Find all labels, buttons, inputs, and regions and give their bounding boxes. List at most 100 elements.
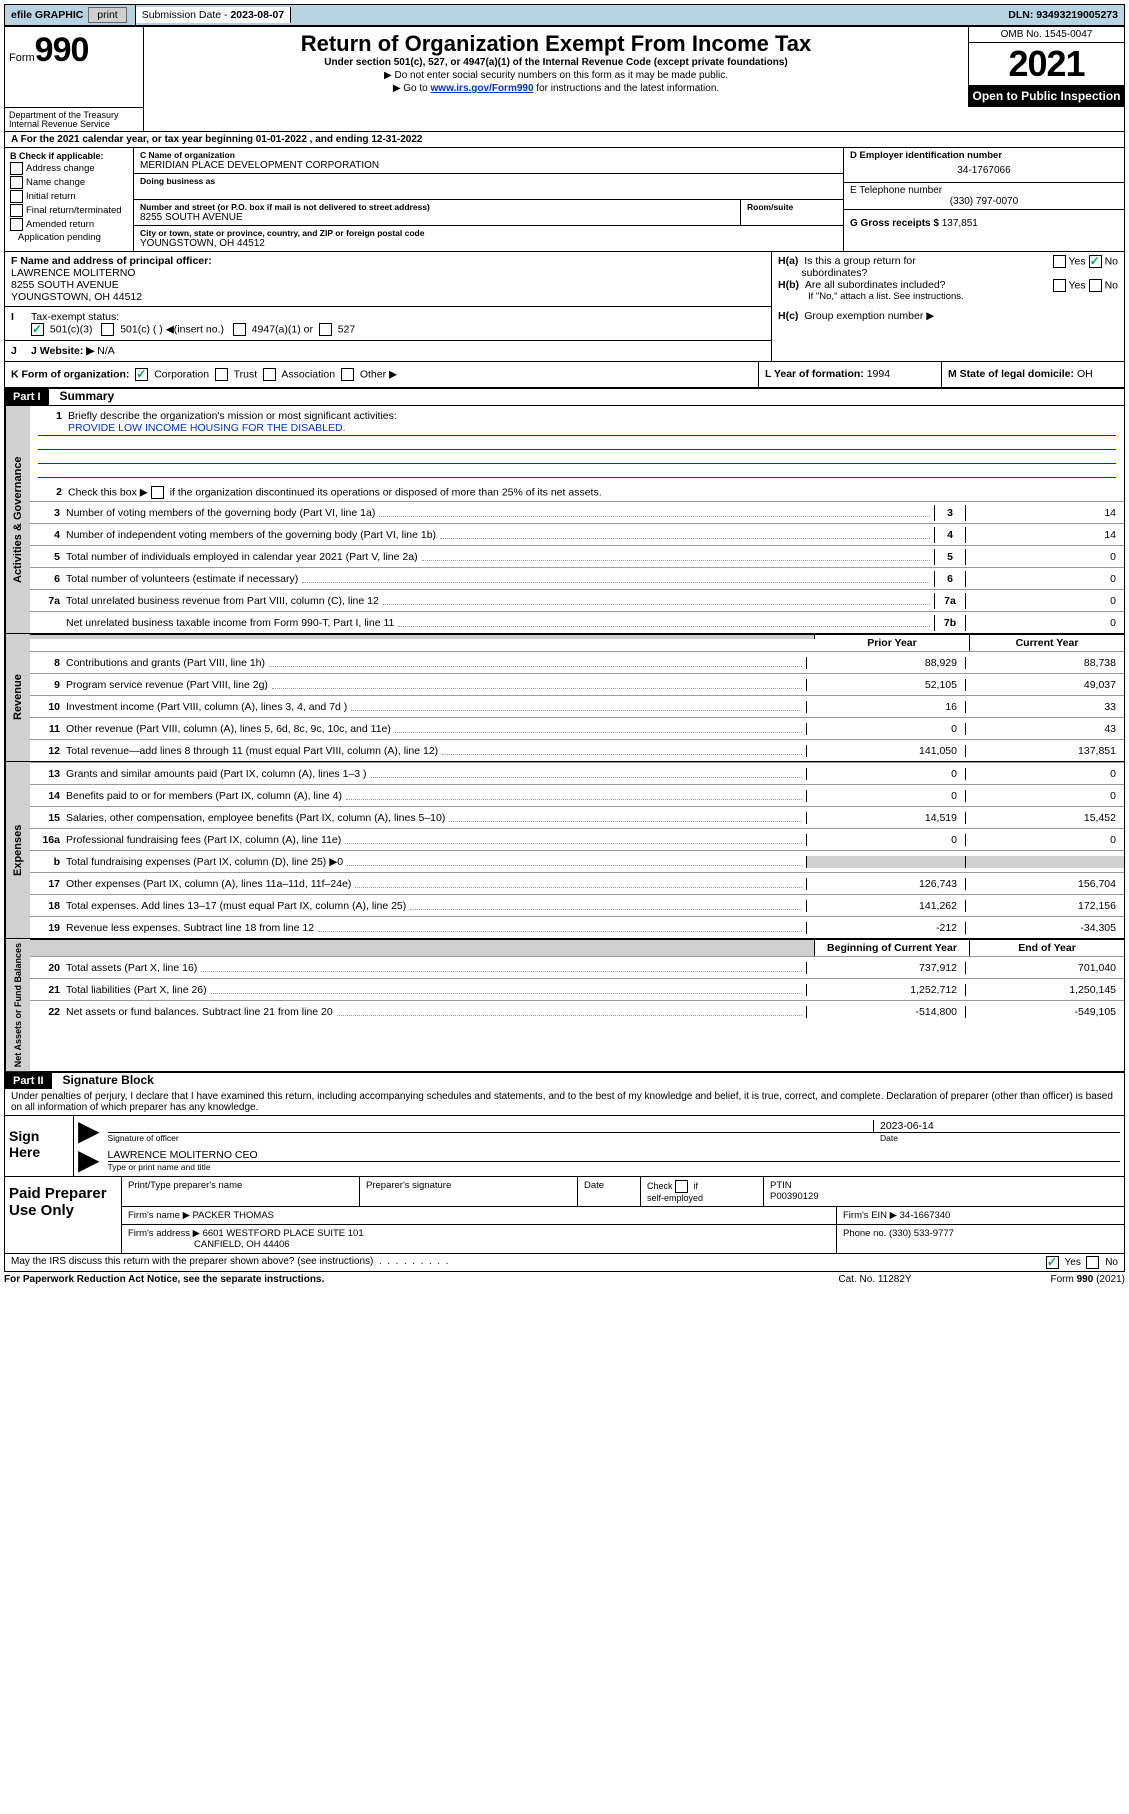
year-formation: L Year of formation: 1994 bbox=[759, 362, 942, 387]
paid-preparer-label: Paid Preparer Use Only bbox=[5, 1177, 121, 1253]
summary-row: 5Total number of individuals employed in… bbox=[30, 545, 1124, 567]
summary-row: 16aProfessional fundraising fees (Part I… bbox=[30, 828, 1124, 850]
dba-label: Doing business as bbox=[140, 176, 837, 186]
form-of-organization: K Form of organization: Corporation Trus… bbox=[5, 362, 759, 387]
firm-address: Firm's address ▶ 6601 WESTFORD PLACE SUI… bbox=[122, 1225, 837, 1253]
perjury-declaration: Under penalties of perjury, I declare th… bbox=[5, 1089, 1124, 1115]
h-b-subordinates: H(b) Are all subordinates included? Yes … bbox=[778, 279, 1118, 291]
sig-date-label: Date bbox=[874, 1133, 1120, 1143]
ein: 34-1767066 bbox=[850, 161, 1118, 180]
tax-year: 2021 bbox=[969, 43, 1124, 85]
discuss-with-preparer: May the IRS discuss this return with the… bbox=[11, 1256, 1046, 1269]
form-header: Form990 Return of Organization Exempt Fr… bbox=[5, 27, 1124, 107]
preparer-sig-label: Preparer's signature bbox=[360, 1177, 578, 1206]
submission-date: Submission Date - 2023-08-07 bbox=[136, 7, 291, 23]
column-b-checkboxes: B Check if applicable: Address change Na… bbox=[5, 148, 133, 251]
tab-net-assets: Net Assets or Fund Balances bbox=[5, 939, 30, 1071]
summary-row: 12Total revenue—add lines 8 through 11 (… bbox=[30, 739, 1124, 761]
firm-phone: Phone no. (330) 533-9777 bbox=[837, 1225, 1124, 1253]
summary-row: 11Other revenue (Part VIII, column (A), … bbox=[30, 717, 1124, 739]
summary-row: 6Total number of volunteers (estimate if… bbox=[30, 567, 1124, 589]
form-label: Form bbox=[9, 52, 35, 64]
street-label: Number and street (or P.O. box if mail i… bbox=[140, 202, 734, 212]
street-address: 8255 SOUTH AVENUE bbox=[140, 212, 734, 223]
city-state-zip: YOUNGSTOWN, OH 44512 bbox=[140, 238, 837, 249]
summary-row: 3Number of voting members of the governi… bbox=[30, 501, 1124, 523]
form-subtitle: Under section 501(c), 527, or 4947(a)(1)… bbox=[152, 57, 960, 68]
summary-row: 7aTotal unrelated business revenue from … bbox=[30, 589, 1124, 611]
part-i-header: Part I bbox=[5, 389, 49, 405]
section-a-tax-year: A For the 2021 calendar year, or tax yea… bbox=[5, 131, 1124, 147]
phone: (330) 797-0070 bbox=[850, 196, 1118, 207]
summary-row: 13Grants and similar amounts paid (Part … bbox=[30, 762, 1124, 784]
tax-exempt-status: Tax-exempt status: 501(c)(3) 501(c) ( ) … bbox=[31, 311, 355, 336]
sig-officer-label: Signature of officer bbox=[108, 1133, 874, 1143]
ein-label: D Employer identification number bbox=[850, 150, 1118, 161]
room-label: Room/suite bbox=[747, 202, 837, 212]
preparer-date-label: Date bbox=[578, 1177, 641, 1206]
summary-row: 9Program service revenue (Part VIII, lin… bbox=[30, 673, 1124, 695]
summary-row: bTotal fundraising expenses (Part IX, co… bbox=[30, 850, 1124, 872]
form-footer: Form 990 (2021) bbox=[975, 1274, 1125, 1285]
summary-row: 17Other expenses (Part IX, column (A), l… bbox=[30, 872, 1124, 894]
state-domicile: M State of legal domicile: OH bbox=[942, 362, 1124, 387]
summary-row: Net unrelated business taxable income fr… bbox=[30, 611, 1124, 633]
sign-here-label: Sign Here bbox=[5, 1116, 74, 1176]
officer-label: F Name and address of principal officer: bbox=[11, 255, 212, 267]
org-name-label: C Name of organization bbox=[140, 150, 837, 160]
officer-printed-name: LAWRENCE MOLITERNO CEO bbox=[108, 1149, 1120, 1162]
summary-row: 20Total assets (Part X, line 16)737,9127… bbox=[30, 956, 1124, 978]
type-name-label: Type or print name and title bbox=[108, 1162, 1120, 1172]
org-name: MERIDIAN PLACE DEVELOPMENT CORPORATION bbox=[140, 160, 837, 171]
print-button[interactable]: print bbox=[88, 7, 126, 23]
cat-number: Cat. No. 11282Y bbox=[775, 1274, 975, 1285]
omb-number: OMB No. 1545-0047 bbox=[969, 27, 1124, 43]
dln: DLN: 93493219005273 bbox=[1002, 7, 1124, 23]
firm-name: Firm's name ▶ PACKER THOMAS bbox=[122, 1207, 837, 1224]
col-current-year: Current Year bbox=[970, 635, 1124, 651]
officer-addr2: YOUNGSTOWN, OH 44512 bbox=[11, 291, 142, 303]
mission-question: Briefly describe the organization's miss… bbox=[68, 410, 397, 422]
form-number: 990 bbox=[35, 31, 89, 69]
officer-addr1: 8255 SOUTH AVENUE bbox=[11, 279, 119, 291]
discuss-yes-no: Yes No bbox=[1046, 1256, 1118, 1269]
summary-row: 19Revenue less expenses. Subtract line 1… bbox=[30, 916, 1124, 938]
gross-receipts-label: G Gross receipts $ bbox=[850, 218, 939, 229]
self-employed-check: Check ifself-employed bbox=[641, 1177, 764, 1206]
signature-arrow-icon-2: ▶ bbox=[78, 1149, 100, 1172]
discontinued-check: Check this box ▶ if the organization dis… bbox=[68, 486, 602, 499]
part-i-title: Summary bbox=[51, 387, 122, 405]
col-end-year: End of Year bbox=[970, 940, 1124, 956]
dept-treasury: Department of the Treasury Internal Reve… bbox=[5, 107, 144, 131]
website: J Website: ▶ N/A bbox=[31, 345, 115, 357]
signature-date: 2023-06-14 bbox=[873, 1120, 1120, 1132]
summary-row: 22Net assets or fund balances. Subtract … bbox=[30, 1000, 1124, 1022]
top-bar: efile GRAPHIC print Submission Date - 20… bbox=[4, 4, 1125, 26]
efile-label: efile GRAPHIC print bbox=[5, 5, 136, 25]
form-note1: ▶ Do not enter social security numbers o… bbox=[152, 70, 960, 81]
h-b-note: If "No," attach a list. See instructions… bbox=[778, 291, 1118, 302]
summary-row: 14Benefits paid to or for members (Part … bbox=[30, 784, 1124, 806]
summary-row: 15Salaries, other compensation, employee… bbox=[30, 806, 1124, 828]
preparer-name-label: Print/Type preparer's name bbox=[122, 1177, 360, 1206]
form-title: Return of Organization Exempt From Incom… bbox=[152, 31, 960, 57]
h-a-group-return: H(a) Is this a group return for Yes No s… bbox=[778, 255, 1118, 279]
tab-expenses: Expenses bbox=[5, 762, 30, 938]
ptin: PTINP00390129 bbox=[764, 1177, 1124, 1206]
summary-row: 4Number of independent voting members of… bbox=[30, 523, 1124, 545]
h-c-group-exemption: H(c) Group exemption number ▶ bbox=[778, 310, 1118, 322]
summary-row: 18Total expenses. Add lines 13–17 (must … bbox=[30, 894, 1124, 916]
irs-link[interactable]: www.irs.gov/Form990 bbox=[431, 83, 534, 94]
gross-receipts: 137,851 bbox=[942, 218, 978, 229]
summary-row: 21Total liabilities (Part X, line 26)1,2… bbox=[30, 978, 1124, 1000]
officer-signature-line bbox=[108, 1120, 873, 1132]
col-prior-year: Prior Year bbox=[815, 635, 970, 651]
tab-activities-governance: Activities & Governance bbox=[5, 406, 30, 633]
officer-name: LAWRENCE MOLITERNO bbox=[11, 267, 135, 279]
part-ii-title: Signature Block bbox=[55, 1071, 162, 1089]
col-beginning-year: Beginning of Current Year bbox=[815, 940, 970, 956]
firm-ein: Firm's EIN ▶ 34-1667340 bbox=[837, 1207, 1124, 1224]
tab-revenue: Revenue bbox=[5, 634, 30, 761]
form-note2: ▶ Go to www.irs.gov/Form990 for instruct… bbox=[152, 83, 960, 94]
phone-label: E Telephone number bbox=[850, 185, 1118, 196]
